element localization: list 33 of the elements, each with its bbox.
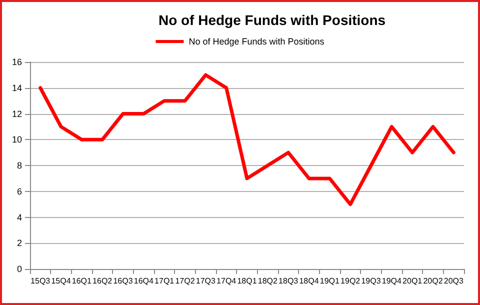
x-tick-label: 18Q4 [299, 276, 320, 286]
x-tick-label: 18Q3 [278, 276, 299, 286]
x-tick-label: 19Q1 [320, 276, 340, 286]
x-tick-label: 15Q3 [30, 276, 51, 286]
x-tick-label: 18Q2 [258, 276, 278, 286]
chart-title: No of Hedge Funds with Positions [158, 12, 386, 28]
y-tick-label: 0 [16, 264, 22, 274]
y-tick-label: 16 [12, 57, 22, 67]
y-tick-label: 14 [12, 82, 22, 93]
x-tick-label: 16Q2 [92, 276, 113, 286]
x-tick-label: 17Q2 [175, 276, 196, 286]
x-tick-label: 16Q3 [113, 276, 134, 286]
y-tick-label: 8 [16, 160, 22, 170]
x-tick-label: 20Q2 [423, 276, 444, 286]
x-tick-label: 20Q1 [402, 276, 423, 286]
y-tick-label: 2 [16, 238, 22, 248]
x-tick-label: 17Q3 [196, 276, 216, 286]
x-tick-label: 18Q1 [237, 276, 258, 286]
y-tick-label: 12 [12, 108, 22, 119]
y-tick-label: 4 [16, 212, 22, 222]
y-tick-label: 6 [16, 186, 22, 196]
legend-label: No of Hedge Funds with Positions [188, 36, 325, 46]
line-series [38, 73, 456, 206]
x-tick-label: 16Q1 [72, 276, 92, 286]
x-tick-label: 16Q4 [134, 276, 154, 286]
x-tick-label: 17Q4 [216, 276, 237, 286]
y-tick-label: 10 [12, 134, 22, 145]
x-tick-label: 20Q3 [444, 276, 464, 286]
x-tick-label: 19Q2 [340, 276, 361, 286]
x-tick-label: 19Q3 [361, 276, 382, 286]
x-tick-label: 17Q1 [154, 276, 175, 286]
x-tick-label: 15Q4 [51, 276, 72, 286]
x-tick-label: 19Q4 [382, 276, 402, 286]
